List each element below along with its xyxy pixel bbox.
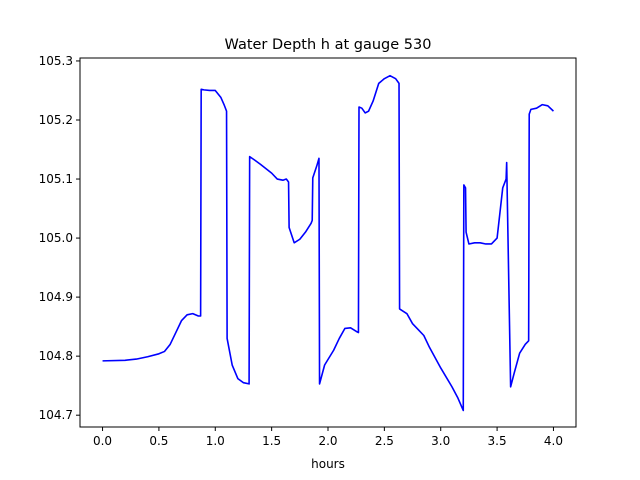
x-tick-label: 3.5 <box>488 434 507 448</box>
plot-series <box>102 74 554 412</box>
y-tick-label: 105.3 <box>39 54 73 68</box>
x-axis: 0.0 0.5 1.0 1.5 2.0 2.5 3.0 3.5 4.0 <box>93 427 563 448</box>
y-tick-label: 105.2 <box>39 113 73 127</box>
y-tick-label: 105.0 <box>39 231 73 245</box>
x-tick-label: 2.0 <box>318 434 337 448</box>
x-tick-label: 1.5 <box>262 434 281 448</box>
y-tick-label: 104.9 <box>39 290 73 304</box>
y-tick-label: 105.1 <box>39 172 73 186</box>
y-tick-label: 104.8 <box>39 349 73 363</box>
x-tick-label: 3.0 <box>431 434 450 448</box>
chart-title: Water Depth h at gauge 530 <box>225 37 432 53</box>
y-tick-label: 104.7 <box>39 408 73 422</box>
x-axis-label: hours <box>311 457 345 471</box>
x-tick-label: 0.5 <box>149 434 168 448</box>
x-tick-label: 4.0 <box>544 434 563 448</box>
x-tick-label: 2.5 <box>375 434 394 448</box>
y-axis: 104.7 104.8 104.9 105.0 105.1 105.2 105.3 <box>39 54 80 422</box>
x-tick-label: 1.0 <box>206 434 225 448</box>
x-tick-label: 0.0 <box>93 434 112 448</box>
series-line <box>102 74 554 412</box>
